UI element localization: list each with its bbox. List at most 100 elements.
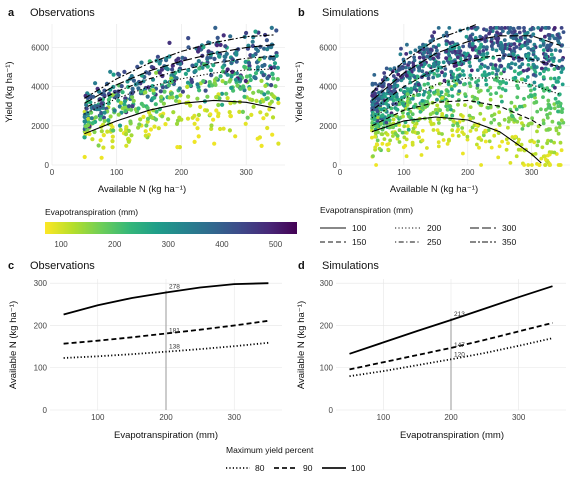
data-point	[421, 92, 426, 97]
data-point	[468, 34, 473, 39]
data-point	[511, 36, 516, 41]
data-point	[392, 88, 396, 93]
data-point	[421, 47, 426, 52]
data-point	[436, 92, 441, 96]
data-point	[498, 32, 503, 36]
x-tick-label: 200	[159, 413, 173, 422]
x-tick-label: 200	[461, 168, 475, 177]
data-point	[490, 37, 494, 41]
data-point	[174, 121, 180, 126]
data-point	[136, 86, 141, 91]
data-point	[411, 126, 416, 131]
data-point	[409, 86, 413, 91]
data-point	[370, 93, 375, 98]
data-point	[144, 123, 149, 128]
data-point	[129, 133, 134, 138]
data-point	[186, 45, 191, 50]
data-point	[265, 125, 270, 131]
data-point	[486, 128, 491, 133]
data-point	[377, 146, 382, 151]
data-point	[468, 129, 473, 133]
data-point	[447, 138, 451, 143]
data-point	[506, 62, 511, 67]
data-point	[420, 106, 424, 110]
data-point	[399, 78, 404, 82]
data-point	[455, 121, 460, 126]
data-point	[406, 124, 410, 129]
data-point	[96, 143, 101, 148]
data-point	[435, 103, 440, 108]
data-point	[128, 119, 133, 124]
data-point	[441, 33, 446, 38]
data-point	[510, 135, 515, 139]
data-point	[272, 61, 278, 66]
fit-line-et-100	[371, 116, 542, 164]
data-point	[493, 63, 498, 67]
data-point	[539, 83, 543, 88]
data-point	[400, 66, 405, 71]
data-point	[508, 161, 513, 165]
data-point	[189, 77, 194, 82]
data-point	[504, 147, 509, 152]
data-point	[413, 75, 417, 79]
data-point	[177, 68, 182, 74]
linetype-legend: 100 150 200 250 300 350	[320, 223, 516, 247]
data-point	[546, 98, 551, 103]
data-point	[244, 74, 250, 79]
data-point	[546, 153, 550, 158]
data-point	[143, 133, 148, 138]
data-point	[476, 89, 481, 94]
data-point	[481, 49, 486, 53]
panel-a-ylabel: Yield (kg ha⁻¹)	[4, 61, 15, 122]
data-point	[411, 93, 416, 98]
data-point	[370, 135, 374, 140]
data-point	[548, 111, 552, 116]
y-tick-label: 300	[320, 279, 334, 288]
data-point	[525, 75, 530, 79]
data-point	[258, 110, 263, 115]
data-point	[506, 125, 510, 130]
panel-c-xlabel: Evapotranspiration (mm)	[114, 430, 218, 441]
data-point	[249, 112, 254, 117]
data-point	[397, 68, 401, 72]
data-point	[531, 52, 536, 57]
data-point	[244, 30, 249, 36]
data-point	[245, 115, 250, 120]
data-point	[485, 45, 489, 49]
data-point	[373, 145, 378, 150]
data-point	[220, 102, 225, 107]
data-point	[497, 85, 501, 90]
data-point	[127, 104, 132, 109]
data-point	[552, 102, 557, 106]
data-point	[522, 103, 527, 108]
yield-percent-legend-label: 80	[255, 463, 265, 473]
data-point	[89, 110, 94, 115]
data-point	[391, 134, 395, 138]
panel-d-title: Simulations	[322, 260, 379, 272]
data-point	[275, 96, 281, 101]
data-point	[207, 80, 212, 85]
data-point	[251, 53, 256, 58]
panel-c-ylabel: Available N (kg ha⁻¹)	[8, 301, 19, 389]
data-point	[530, 116, 534, 121]
data-point	[528, 139, 532, 144]
data-point	[190, 63, 195, 68]
data-point	[431, 75, 436, 80]
data-point	[450, 40, 455, 45]
data-point	[229, 85, 234, 90]
data-point	[398, 52, 403, 57]
annotation-value: 278	[169, 284, 180, 291]
data-point	[488, 85, 493, 90]
data-point	[404, 74, 409, 78]
data-point	[514, 37, 519, 41]
line-plot-simulations: 100 200 300 0 100 200 300 213 147 120	[320, 279, 566, 422]
data-point	[186, 36, 191, 41]
data-point	[212, 141, 217, 146]
data-point	[526, 46, 530, 50]
data-point	[556, 104, 561, 109]
data-point	[462, 73, 466, 77]
data-point	[490, 47, 495, 51]
data-point	[82, 154, 87, 160]
data-point	[475, 26, 480, 30]
data-point	[261, 99, 266, 104]
